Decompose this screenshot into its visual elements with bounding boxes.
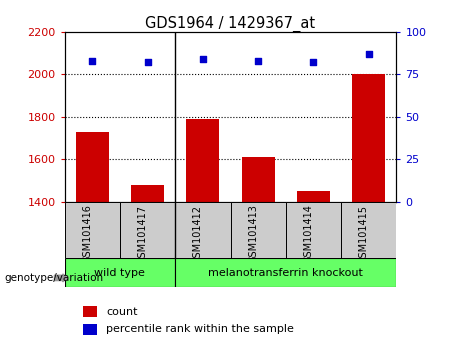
- Bar: [76, 132, 109, 202]
- Bar: [175, 258, 396, 287]
- Text: wild type: wild type: [95, 268, 145, 278]
- Bar: [120, 202, 175, 258]
- Bar: [131, 185, 164, 202]
- Bar: [175, 202, 230, 258]
- Bar: [341, 202, 396, 258]
- Text: percentile rank within the sample: percentile rank within the sample: [106, 324, 294, 334]
- Point: [254, 58, 262, 64]
- Bar: [286, 202, 341, 258]
- Point: [89, 58, 96, 64]
- Bar: [297, 191, 330, 202]
- Text: GSM101416: GSM101416: [82, 205, 92, 263]
- Bar: [65, 258, 175, 287]
- Text: GSM101413: GSM101413: [248, 205, 258, 263]
- Bar: [230, 202, 286, 258]
- Text: GSM101417: GSM101417: [137, 205, 148, 264]
- Bar: [242, 157, 275, 202]
- Bar: [65, 202, 120, 258]
- Text: GDS1964 / 1429367_at: GDS1964 / 1429367_at: [145, 16, 316, 32]
- Point: [365, 51, 372, 57]
- Text: GSM101412: GSM101412: [193, 205, 203, 264]
- Bar: [352, 74, 385, 202]
- Text: melanotransferrin knockout: melanotransferrin knockout: [208, 268, 363, 278]
- Text: genotype/variation: genotype/variation: [5, 273, 104, 283]
- Point: [310, 59, 317, 65]
- Text: GSM101414: GSM101414: [303, 205, 313, 263]
- Text: count: count: [106, 307, 137, 316]
- Text: GSM101415: GSM101415: [359, 205, 369, 264]
- Point: [199, 56, 207, 62]
- Bar: [186, 119, 219, 202]
- Point: [144, 59, 151, 65]
